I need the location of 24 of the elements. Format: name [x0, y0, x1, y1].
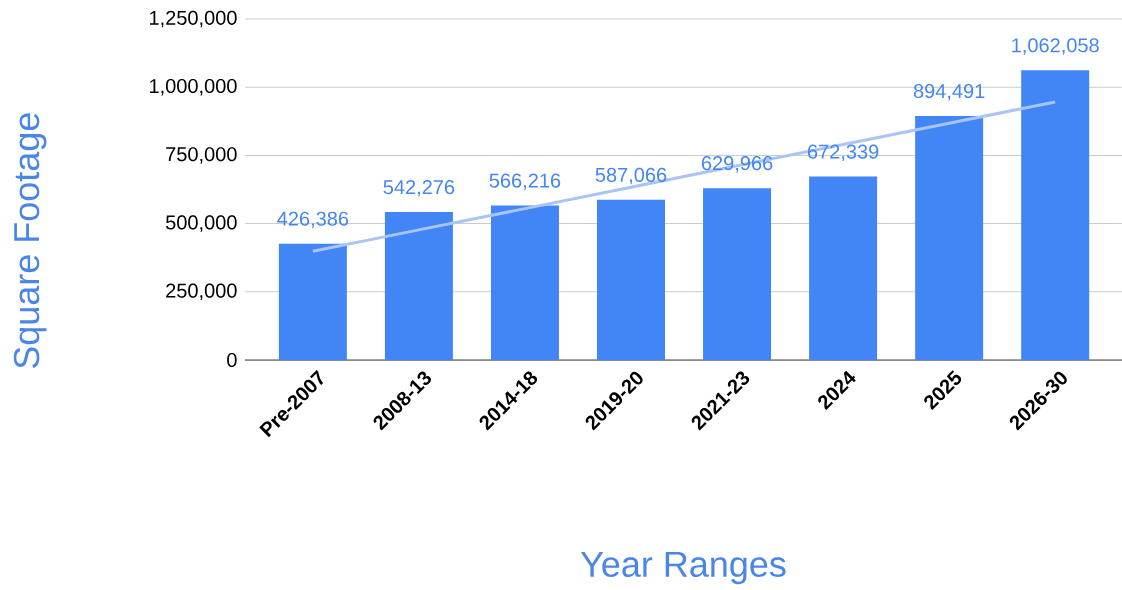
y-tick-label: 250,000	[166, 283, 237, 301]
bar	[915, 115, 984, 360]
data-label: 1,062,058	[1012, 38, 1099, 55]
data-label: 566,216	[489, 173, 561, 190]
data-label: 629,966	[701, 156, 773, 173]
y-tick-label: 1,000,000	[150, 78, 237, 96]
data-label: 672,339	[807, 144, 879, 162]
x-axis-title: Year Ranges	[580, 551, 786, 585]
bar	[1021, 70, 1090, 360]
y-axis-title: Square Footage	[13, 113, 47, 369]
data-label: 587,066	[595, 167, 667, 185]
data-label: 542,276	[383, 180, 455, 197]
bar	[809, 176, 878, 360]
y-tick-label: 500,000	[165, 215, 237, 232]
bar	[703, 188, 772, 360]
data-label: 426,386	[277, 211, 349, 229]
bar	[597, 199, 666, 360]
bar	[490, 205, 559, 360]
y-tick-label: 750,000	[166, 147, 237, 164]
y-tick-label: 1,250,000	[150, 10, 237, 28]
y-tick-label: 0	[227, 352, 237, 368]
data-label: 894,491	[913, 83, 985, 101]
bar	[384, 212, 453, 360]
bar	[278, 243, 347, 360]
